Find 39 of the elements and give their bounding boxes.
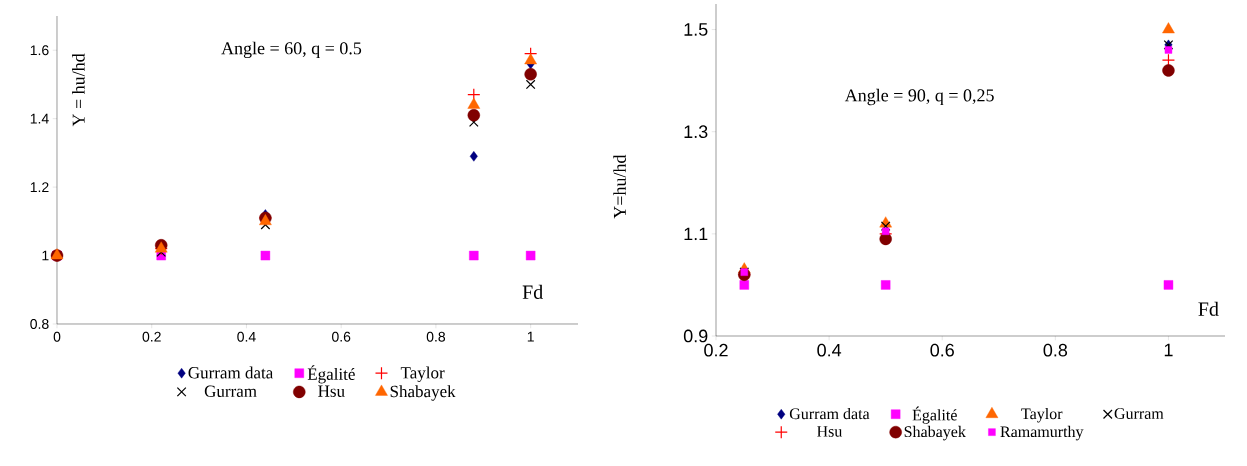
legend-label: Ramamurthy <box>1000 425 1084 441</box>
legend-label: Gurram data <box>789 407 870 420</box>
x-axis-title: Fd <box>1198 301 1219 316</box>
x-tick-label: 0.4 <box>817 343 842 357</box>
y-axis-title: Y=hu/hd <box>613 154 626 219</box>
legend-label: Gurram data <box>188 366 274 379</box>
y-tick-label: 1.2 <box>30 182 49 192</box>
legend-label: Égalité <box>912 406 957 424</box>
y-tick-label: 1.3 <box>684 125 708 139</box>
legend-label: Taylor <box>1021 407 1063 423</box>
x-axis-title: Fd <box>522 284 543 299</box>
legend-label: Shabayek <box>390 385 456 401</box>
x-tick-label: 0.6 <box>930 343 954 357</box>
y-tick-label: 1.4 <box>30 113 49 124</box>
x-tick-label: 0.8 <box>1043 343 1068 357</box>
y-tick-label: 1 <box>42 250 49 261</box>
legend-label: Hsu <box>318 385 345 397</box>
y-tick-label: 1.5 <box>684 23 708 36</box>
y-tick-label: 1.6 <box>30 45 49 56</box>
legend-label: Égalité <box>307 365 355 384</box>
x-tick-label: 0.2 <box>142 331 161 342</box>
legend-label: Taylor <box>400 366 445 383</box>
x-tick-label: 0.8 <box>426 331 446 342</box>
y-axis-title: Y = hu/hd <box>72 53 85 127</box>
x-tick-label: 0.4 <box>237 331 256 342</box>
x-tick-label: 1 <box>527 331 534 342</box>
y-tick-label: 1.1 <box>684 227 708 241</box>
legend-label: Hsu <box>817 426 843 437</box>
annotation: Angle = 60, q = 0.5 <box>221 41 362 59</box>
x-tick-label: 0.6 <box>332 331 351 342</box>
y-tick-label: 0.8 <box>30 319 49 329</box>
x-tick-label: 0 <box>53 331 61 342</box>
legend-label: Gurram <box>1114 408 1164 419</box>
legend-label: Gurram <box>204 385 257 397</box>
x-tick-label: 0.2 <box>704 343 728 357</box>
x-tick-label: 1 <box>1164 343 1173 357</box>
y-tick-label: 0.9 <box>683 329 708 343</box>
annotation: Angle = 90, q = 0,25 <box>844 88 994 106</box>
legend-label: Shabayek <box>904 425 966 441</box>
